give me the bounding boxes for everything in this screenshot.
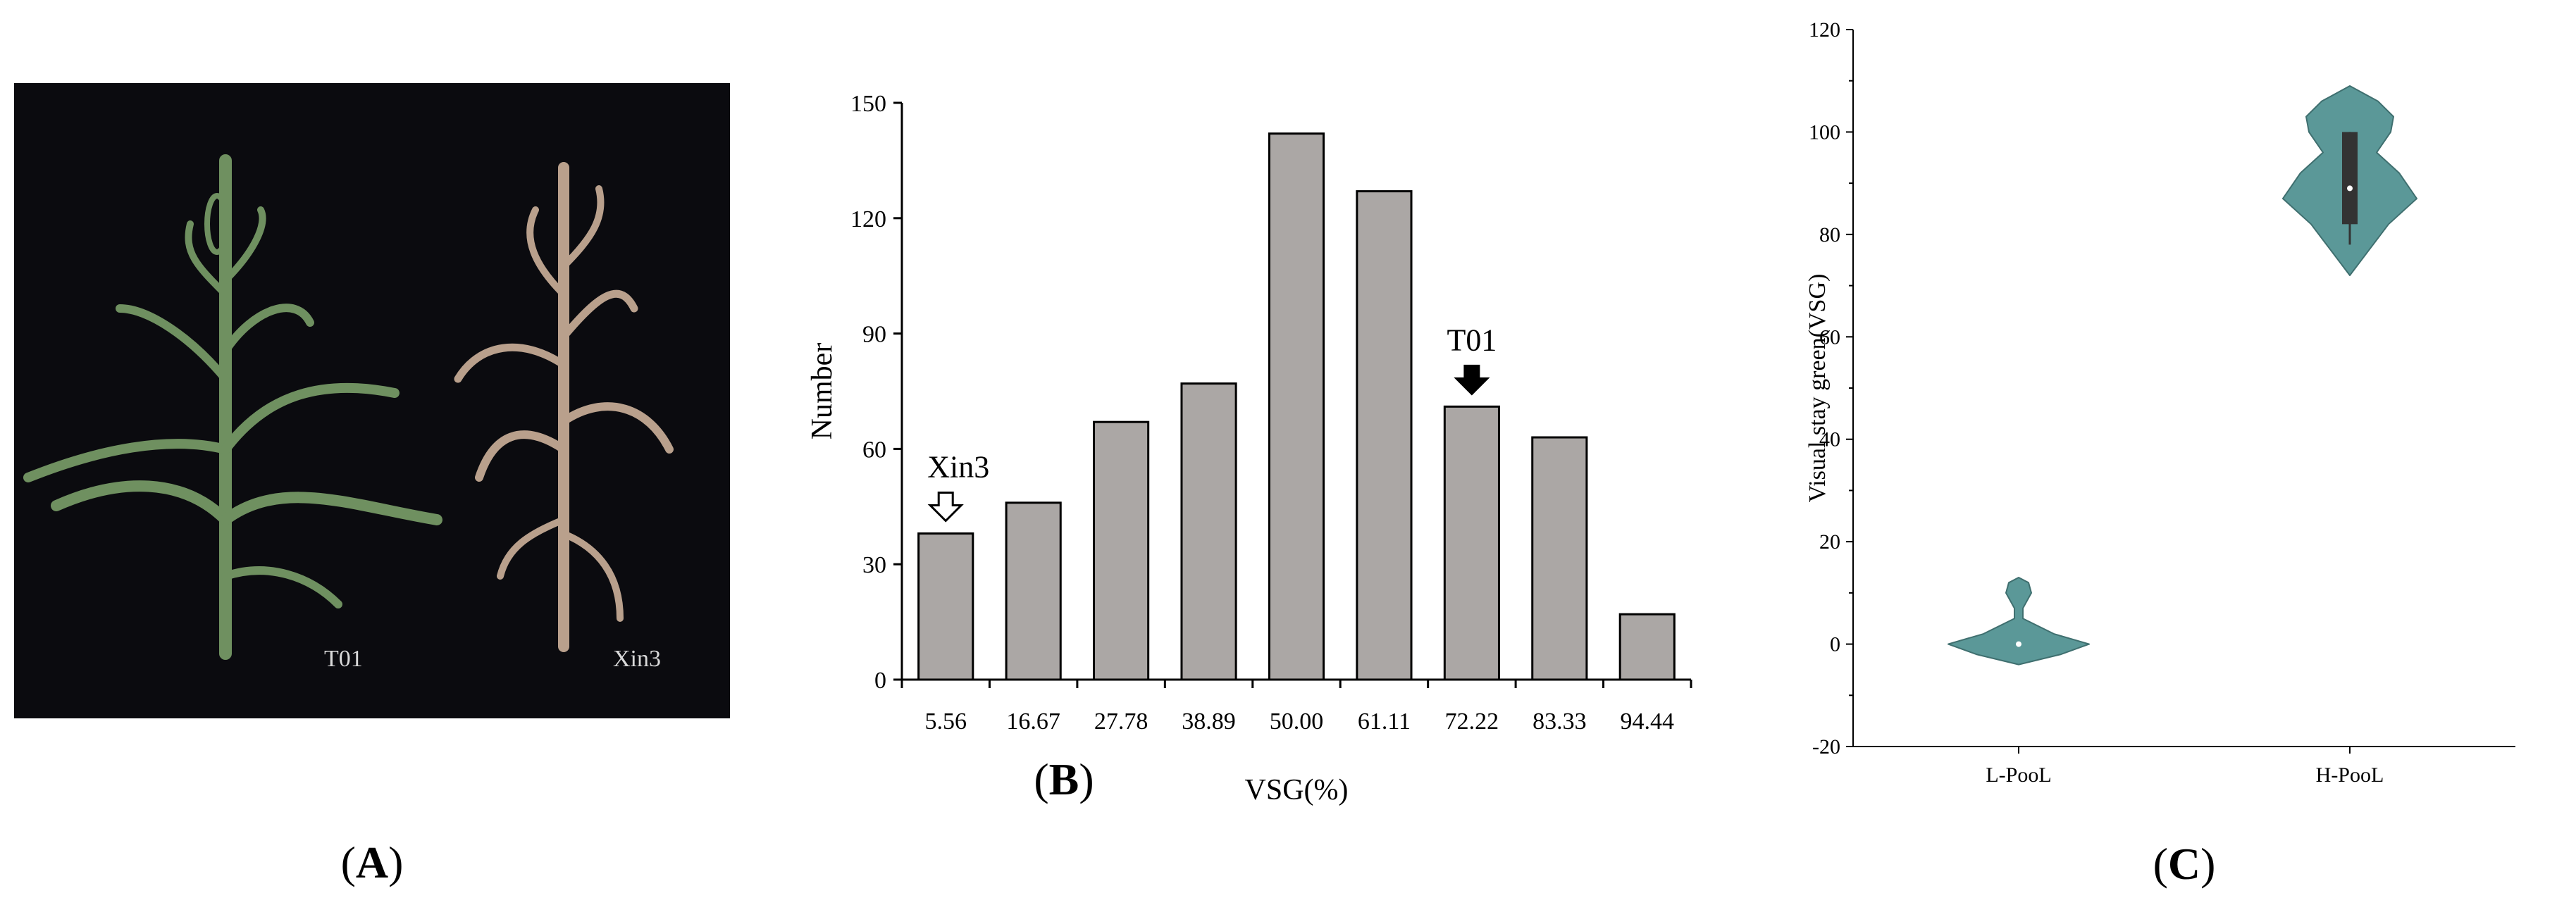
x-tick-label: 38.89 [1182,708,1236,735]
caption-letter: C [2167,839,2201,889]
y-tick-label: 90 [862,322,886,348]
y-tick-label: 150 [850,91,886,117]
x-tick-label: 94.44 [1621,708,1675,735]
caption-letter: B [1048,754,1079,804]
panel-a-photo: T01 Xin3 (A) [14,83,730,887]
bar [917,532,974,681]
bar [1180,382,1237,681]
annotation-arrow-icon [1454,364,1490,396]
bar [1005,501,1062,681]
histogram-chart: 0 30 60 90 120 150 5.56 16.67 27.78 38.89 50.00 61.… [806,91,1692,806]
y-tick-label: 100 [1809,120,1840,144]
violin-chart: -20 0 20 40 60 80 100 120 L-PooL H-PooL Visual st… [1804,18,2515,787]
y-tick-label: 20 [1819,530,1840,554]
caption-close-paren: ) [1079,754,1094,804]
panel-b-histogram: 0 30 60 90 120 150 5.56 16.67 27.78 38.89 50.00 61.… [761,42,1719,831]
y-tick-label: 80 [1819,223,1840,246]
x-tick-label: L-PooL [1986,763,2051,787]
violin-box [2342,132,2358,225]
photo-label-t01: T01 [324,646,363,672]
caption-close-paren: ) [2200,839,2216,889]
y-axis-title: Visual stay green(VSG) [1804,274,1831,503]
panel-c-violin: -20 0 20 40 60 80 100 120 L-PooL H-PooL Visual st… [1804,0,2576,889]
bar [1268,132,1325,681]
y-tick-label: 120 [850,206,886,232]
caption-open-paren: ( [2153,839,2168,889]
x-tick-label: 5.56 [924,708,967,735]
violin-body [1948,577,2090,666]
annotation-label: Xin3 [927,450,989,485]
panel-c-caption: (C) [2079,838,2290,890]
caption-open-paren: ( [1034,754,1049,804]
y-tick-label: 0 [1830,633,1840,656]
bar [1531,436,1588,681]
caption-open-paren: ( [340,837,356,887]
y-axis-title: Number [806,343,838,440]
bar [1618,613,1676,681]
y-tick-label: 60 [1819,325,1840,349]
x-tick-label: 83.33 [1532,708,1587,735]
violin-axes: -20 0 20 40 60 80 100 120 L-PooL H-PooL [1809,18,2515,787]
x-tick-label: H-PooL [2316,763,2384,787]
photo-background [14,83,730,718]
plant-photo: T01 Xin3 [14,83,730,718]
violin-median-marker [2347,185,2353,192]
y-tick-label: 40 [1819,428,1840,451]
caption-close-paren: ) [388,837,404,887]
y-tick-label: 120 [1809,18,1840,42]
x-tick-label: 50.00 [1270,708,1324,735]
violin-marks [1948,85,2417,666]
y-tick-label: -20 [1812,735,1840,758]
violin-median-marker [2016,641,2021,647]
panel-a-caption: (A) [14,837,730,889]
x-axis-title: VSG(%) [1245,774,1349,806]
x-tick-label: 16.67 [1006,708,1060,735]
x-tick-label: 27.78 [1094,708,1148,735]
histogram-bars [917,132,1676,681]
annotation-arrow-icon [927,492,964,523]
annotation-label: T01 [1447,323,1497,357]
photo-label-xin3: Xin3 [613,646,661,672]
x-tick-label: 72.22 [1445,708,1499,735]
y-tick-label: 30 [862,552,886,578]
histogram-annotations: Xin3 T01 [927,323,1497,523]
caption-letter: A [355,837,389,887]
bar [1356,190,1413,681]
x-tick-label: 61.11 [1358,708,1411,735]
senesced-plant-image [454,162,674,652]
y-tick-label: 0 [874,668,886,694]
bar [1443,405,1500,681]
bar [1093,420,1150,681]
green-plant-image [23,154,442,660]
panel-b-caption: (B) [761,754,1367,806]
y-tick-label: 60 [862,437,886,463]
